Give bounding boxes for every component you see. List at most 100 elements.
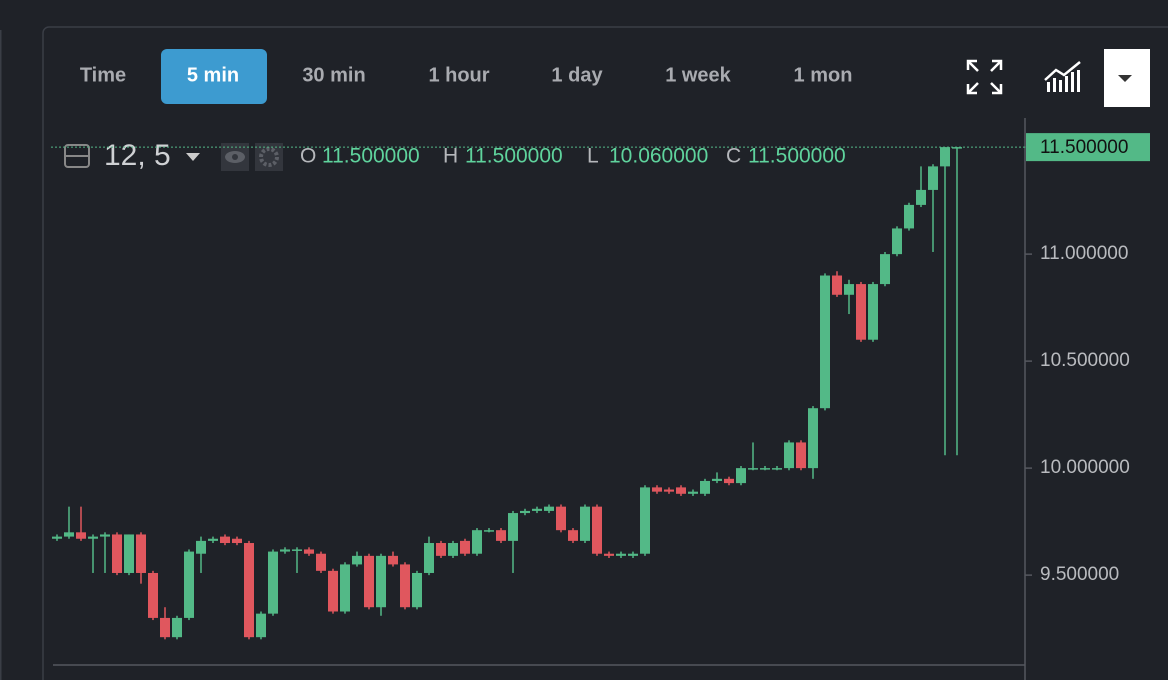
candle-body bbox=[436, 543, 446, 556]
candle-body bbox=[340, 564, 350, 612]
candle-body bbox=[124, 534, 134, 573]
candle-body bbox=[544, 506, 554, 511]
candle-body bbox=[784, 442, 794, 469]
candle-body bbox=[928, 166, 938, 190]
candle-body bbox=[52, 536, 62, 539]
active-timeframe[interactable] bbox=[161, 49, 267, 104]
candle-body bbox=[328, 570, 338, 612]
y-tick-label: 10.000000 bbox=[1040, 457, 1130, 478]
candle-body bbox=[700, 480, 710, 494]
candle-body bbox=[160, 617, 170, 638]
candle-body bbox=[220, 536, 230, 544]
candle-body bbox=[796, 442, 806, 469]
candle-body bbox=[400, 564, 410, 608]
ohlc-value: 11.500000 bbox=[322, 145, 420, 168]
candle-body bbox=[532, 508, 542, 511]
y-tick-label: 9.500000 bbox=[1040, 564, 1119, 585]
candle-body bbox=[388, 555, 398, 565]
candle-body bbox=[676, 487, 686, 494]
candle-body bbox=[268, 551, 278, 614]
candle-body bbox=[628, 553, 638, 556]
candle-body bbox=[892, 228, 902, 255]
candle-body bbox=[316, 553, 326, 571]
candle-body bbox=[196, 540, 206, 554]
dropdown-button[interactable] bbox=[1104, 49, 1150, 107]
candle-body bbox=[424, 543, 434, 573]
settings-icon[interactable] bbox=[255, 143, 283, 171]
candle-body bbox=[568, 530, 578, 541]
last-price-label: 11.500000 bbox=[1040, 137, 1128, 158]
candle-body bbox=[280, 549, 290, 552]
candle-body bbox=[256, 613, 266, 638]
timeframe-button[interactable]: 1 day bbox=[551, 64, 603, 86]
candle-body bbox=[292, 549, 302, 551]
candle-body bbox=[844, 284, 854, 295]
ohlc-key: H bbox=[443, 145, 458, 168]
timeframe-button[interactable]: 5 min bbox=[187, 64, 239, 86]
candle-body bbox=[748, 468, 758, 470]
candle-body bbox=[832, 275, 842, 295]
candle-body bbox=[952, 147, 962, 149]
candle-body bbox=[904, 204, 914, 229]
candle-body bbox=[712, 478, 722, 481]
candle-body bbox=[760, 468, 770, 470]
candle-body bbox=[640, 487, 650, 554]
ohlc-key: C bbox=[726, 145, 741, 168]
timeframe-button[interactable]: 1 mon bbox=[794, 64, 853, 86]
candle-body bbox=[496, 530, 506, 541]
symbol: 12, 5 bbox=[104, 139, 171, 172]
candle-body bbox=[88, 536, 98, 539]
panel bbox=[42, 26, 1168, 680]
candle-body bbox=[232, 538, 242, 544]
timeframe-button[interactable]: 1 hour bbox=[428, 64, 489, 86]
candle-body bbox=[352, 555, 362, 565]
timeframe-button[interactable]: Time bbox=[80, 64, 126, 86]
candle-body bbox=[808, 408, 818, 469]
candle-body bbox=[472, 530, 482, 554]
collapse-icon[interactable] bbox=[64, 144, 90, 168]
candle-body bbox=[508, 513, 518, 541]
ohlc-key: L bbox=[587, 145, 599, 168]
candle-body bbox=[736, 468, 746, 484]
candle-body bbox=[136, 534, 146, 573]
ohlc-value: 10.060000 bbox=[609, 145, 708, 168]
ohlc-key: O bbox=[300, 145, 316, 168]
last-price-box bbox=[1026, 133, 1150, 162]
candle-body bbox=[724, 478, 734, 484]
fullscreen-icon[interactable] bbox=[966, 59, 1003, 95]
candle-body bbox=[652, 487, 662, 492]
candle-body bbox=[580, 506, 590, 541]
candle-body bbox=[184, 551, 194, 618]
candle-body bbox=[520, 510, 530, 514]
candle-body bbox=[604, 553, 614, 556]
candle-body bbox=[484, 530, 494, 532]
candle-body bbox=[100, 534, 110, 537]
candle-body bbox=[664, 489, 674, 492]
candle-body bbox=[940, 147, 950, 167]
candle-body bbox=[448, 543, 458, 556]
candle-body bbox=[304, 549, 314, 554]
ohlc-value: 11.500000 bbox=[465, 145, 563, 168]
candle-body bbox=[592, 506, 602, 554]
candle-body bbox=[820, 275, 830, 409]
candle-body bbox=[208, 538, 218, 541]
y-tick-label: 10.500000 bbox=[1040, 350, 1130, 371]
candle-body bbox=[856, 284, 866, 340]
timeframe-button[interactable]: 1 week bbox=[665, 64, 731, 86]
candle-body bbox=[76, 532, 86, 539]
candle-body bbox=[916, 189, 926, 205]
candle-body bbox=[364, 555, 374, 608]
candle-body bbox=[868, 284, 878, 340]
symbol-dropdown[interactable] bbox=[186, 153, 200, 161]
candle-body bbox=[880, 254, 890, 285]
candle-body bbox=[616, 553, 626, 556]
candle-body bbox=[772, 468, 782, 470]
indicators-icon[interactable] bbox=[1044, 61, 1081, 92]
visibility-icon[interactable] bbox=[221, 143, 249, 171]
timeframe-button[interactable]: 30 min bbox=[302, 64, 365, 86]
candle-body bbox=[376, 555, 386, 608]
candle-body bbox=[172, 617, 182, 638]
candle-body bbox=[244, 543, 254, 638]
